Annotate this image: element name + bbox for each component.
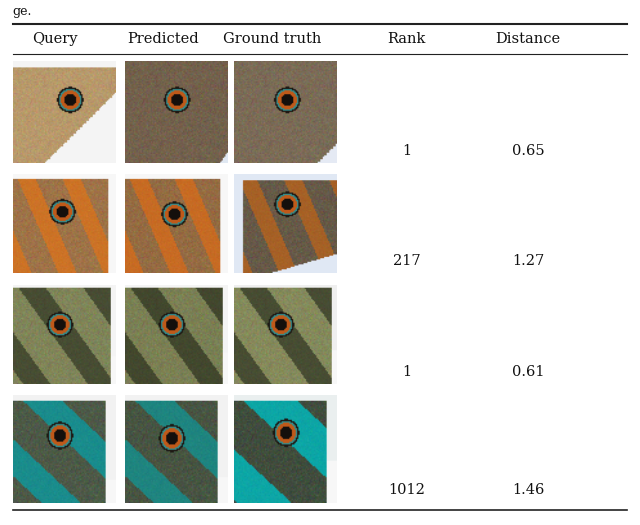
Text: 0.61: 0.61 — [512, 365, 544, 380]
Text: 217: 217 — [392, 254, 420, 268]
Text: Rank: Rank — [387, 33, 426, 46]
Text: Query: Query — [31, 33, 77, 46]
Text: Ground truth: Ground truth — [223, 33, 321, 46]
Text: 0.65: 0.65 — [512, 144, 544, 158]
Text: 1012: 1012 — [388, 483, 425, 497]
Text: 1: 1 — [402, 144, 411, 158]
Text: 1: 1 — [402, 365, 411, 380]
Text: Predicted: Predicted — [127, 33, 199, 46]
Text: 1.46: 1.46 — [512, 483, 544, 497]
Text: 1.27: 1.27 — [512, 254, 544, 268]
Text: ge.: ge. — [13, 5, 32, 18]
Text: Distance: Distance — [495, 33, 561, 46]
